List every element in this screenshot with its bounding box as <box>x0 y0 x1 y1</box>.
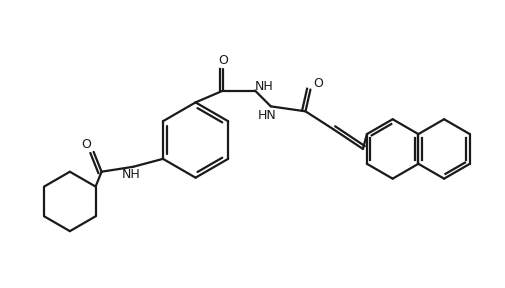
Text: NH: NH <box>122 168 140 181</box>
Text: O: O <box>81 139 90 151</box>
Text: HN: HN <box>257 109 276 122</box>
Text: NH: NH <box>254 80 273 93</box>
Text: O: O <box>218 54 228 67</box>
Text: O: O <box>313 77 323 90</box>
